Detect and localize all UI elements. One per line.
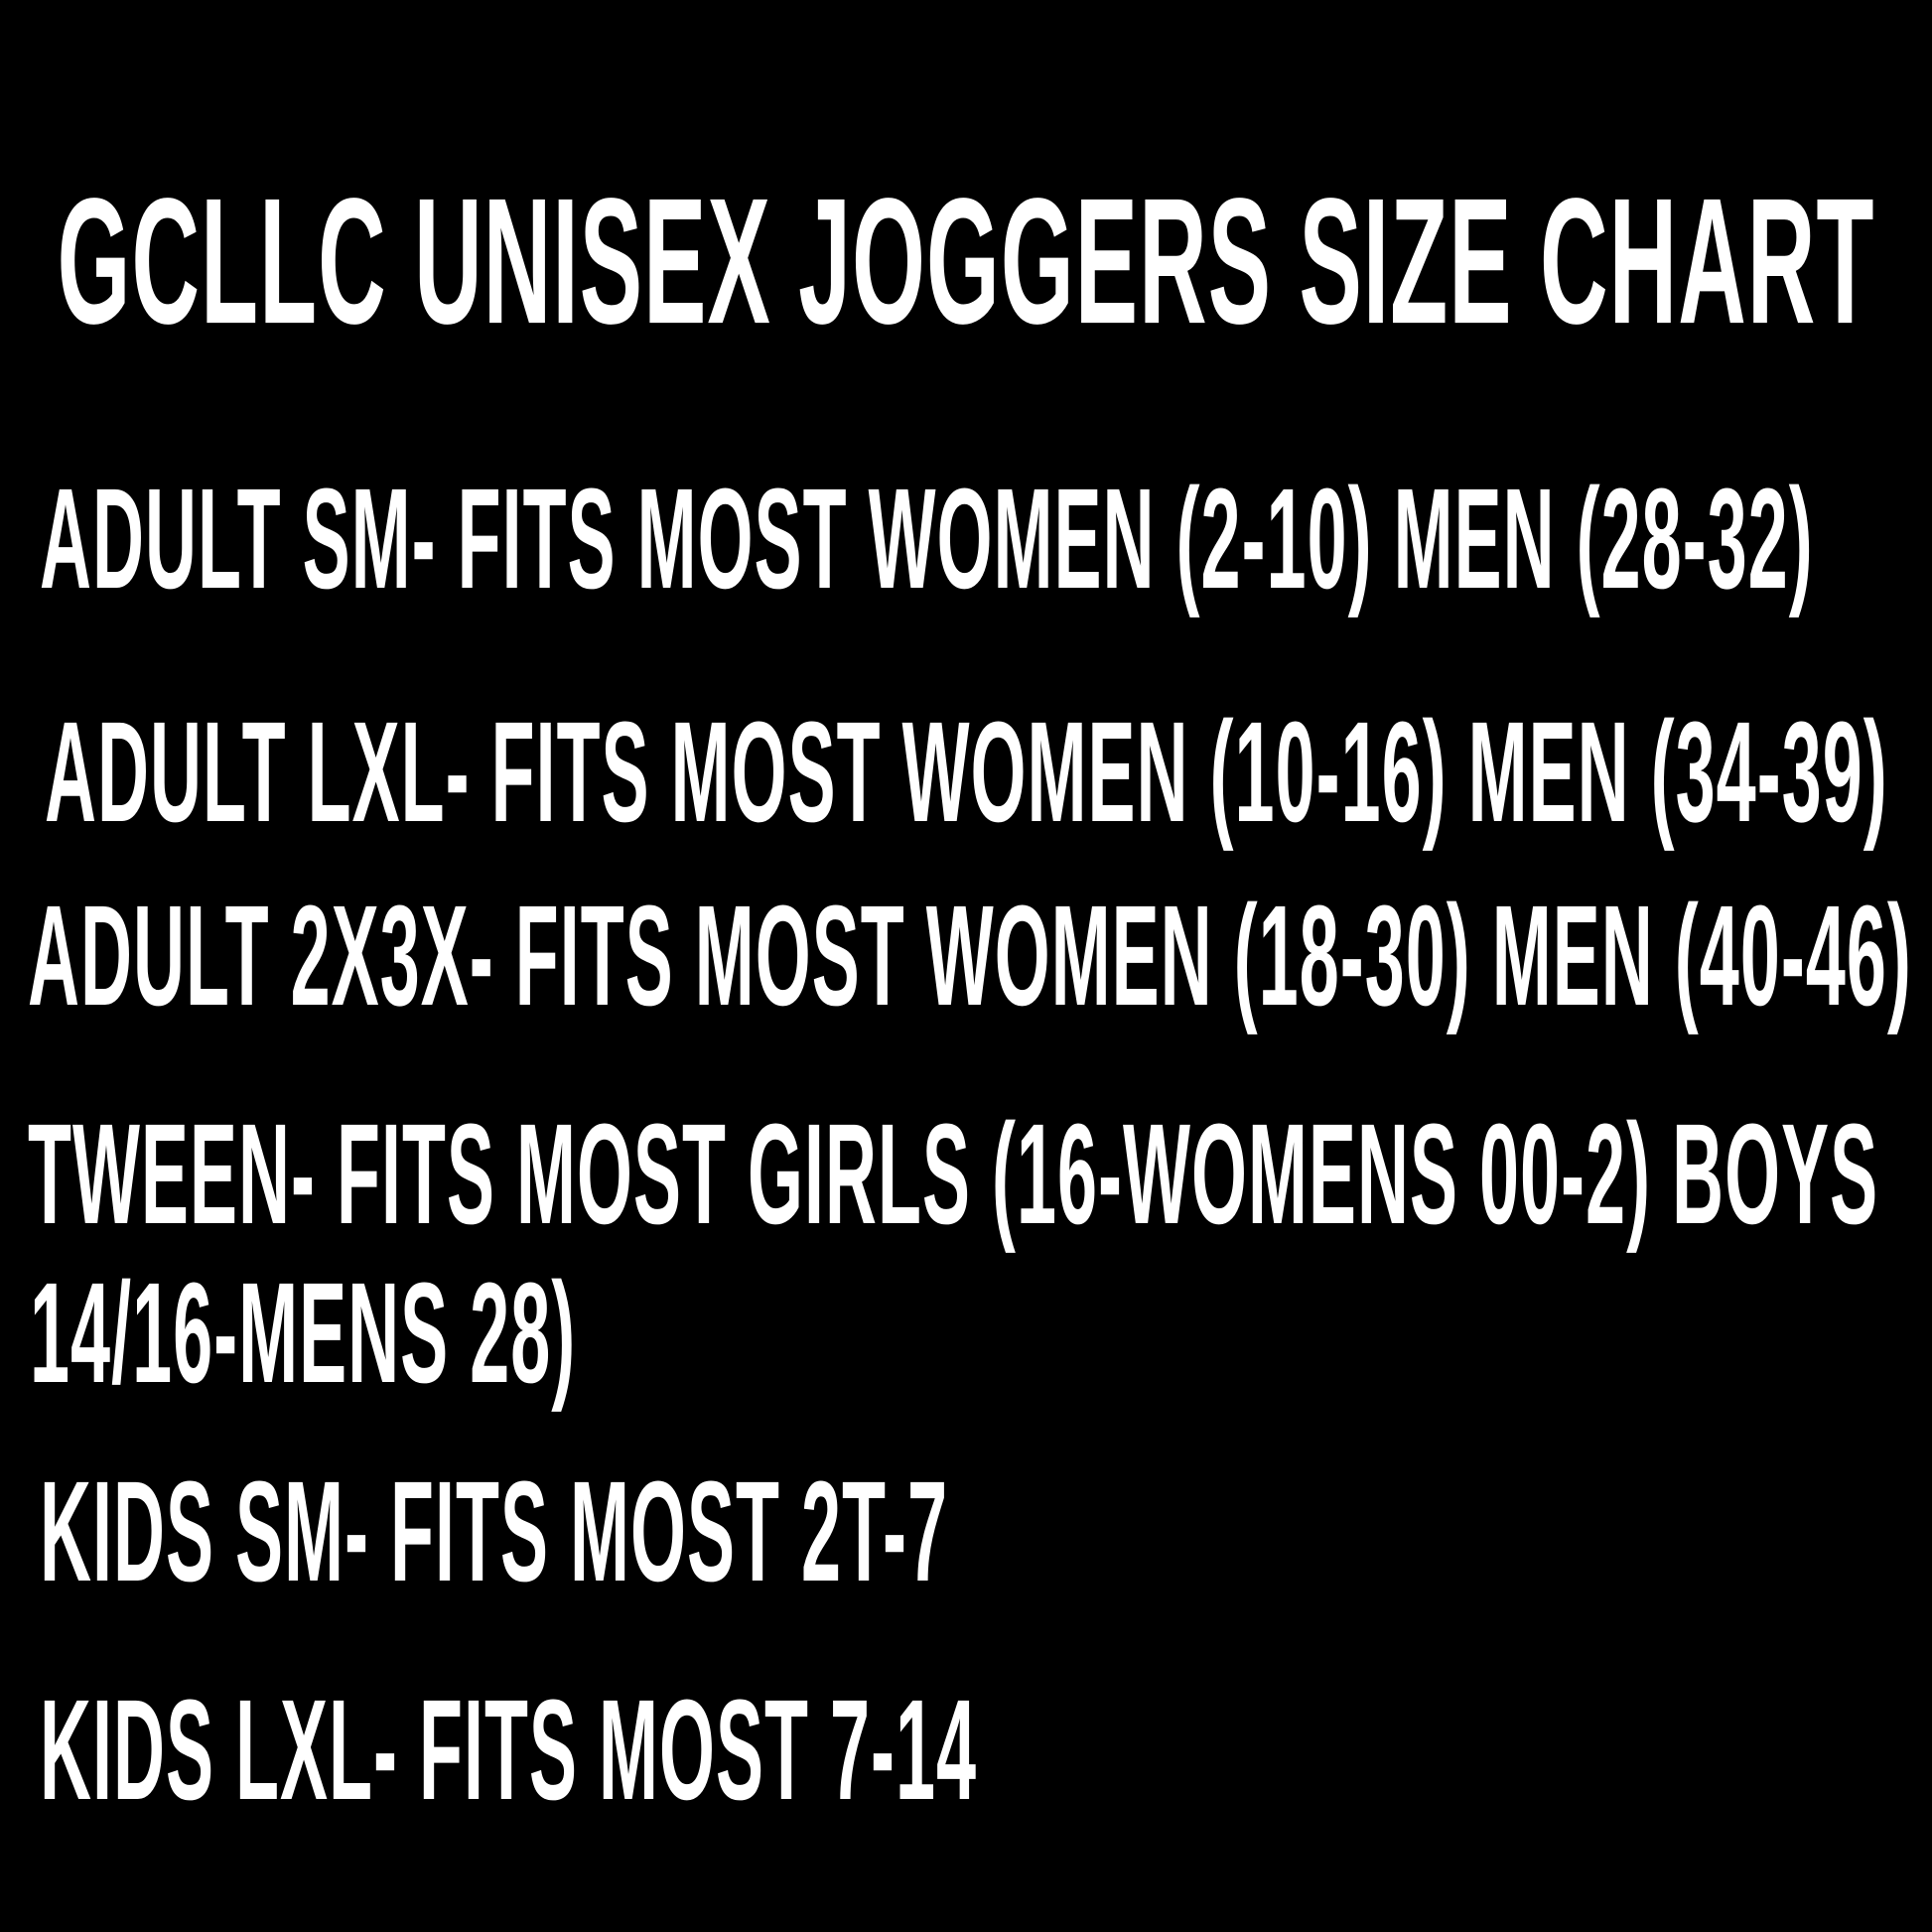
size-line-tween-continued: 14/16-MENS 28) — [30, 1255, 577, 1414]
size-line-adult-2x3x: ADULT 2X3X- FITS MOST WOMEN (18-30) MEN … — [28, 878, 1912, 1036]
size-line-kids-lxl: KIDS LXL- FITS MOST 7-14 — [40, 1672, 978, 1831]
size-line-kids-sm: KIDS SM- FITS MOST 2T-7 — [40, 1453, 949, 1612]
size-line-adult-sm: ADULT SM- FITS MOST WOMEN (2-10) MEN (28… — [40, 461, 1814, 620]
size-line-adult-lxl: ADULT LXL- FITS MOST WOMEN (10-16) MEN (… — [45, 694, 1888, 853]
page-title: GCLLC UNISEX JOGGERS SIZE CHART — [57, 162, 1875, 362]
size-line-tween: TWEEN- FITS MOST GIRLS (16-WOMENS 00-2) … — [28, 1096, 1879, 1255]
